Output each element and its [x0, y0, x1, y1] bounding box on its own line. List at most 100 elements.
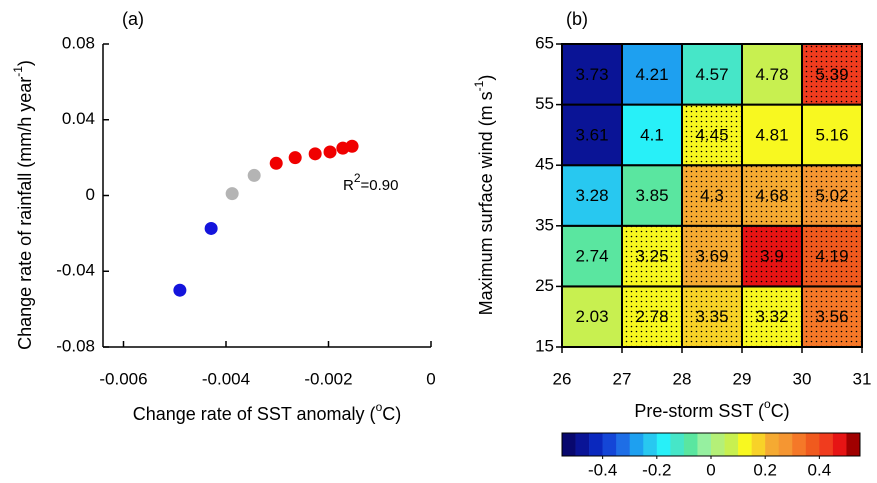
cell [742, 44, 802, 105]
colorbar-box [751, 433, 766, 456]
y-tick-label: 25 [535, 276, 554, 295]
stipple [802, 44, 862, 105]
panel-label: (b) [566, 9, 588, 29]
cell-label: 5.16 [815, 125, 848, 144]
point [288, 151, 302, 165]
stipple [682, 286, 742, 347]
cell-label: 4.3 [700, 186, 724, 205]
cell-label: 3.32 [755, 307, 788, 326]
cell [562, 286, 622, 347]
colorbar-box [832, 433, 847, 456]
stipple [742, 286, 802, 347]
cell-label: 3.69 [695, 247, 728, 266]
x-tick-label: 0 [426, 369, 435, 388]
colorbar-box [629, 433, 644, 456]
x-tick-label: 28 [673, 369, 692, 388]
y-axis-label-part: -1 [472, 80, 486, 91]
point [204, 221, 218, 235]
cell [562, 225, 622, 287]
colorbar-box [846, 433, 861, 456]
cell [622, 44, 682, 105]
colorbar-box [697, 433, 712, 456]
annotation-part: R [343, 177, 354, 194]
colorbar-tick-label: -0.4 [588, 460, 617, 479]
x-tick-label: -0.004 [202, 369, 250, 388]
cell-label: 4.57 [695, 65, 728, 84]
colorbar-box [602, 433, 617, 456]
cell-label: 5.39 [815, 65, 848, 84]
y-tick-label: 0 [86, 185, 95, 204]
cell-label: 4.81 [755, 125, 788, 144]
cell [802, 104, 862, 166]
cell-label: 4.21 [635, 65, 668, 84]
x-axis-label-part: o [764, 397, 771, 411]
cell-label: 4.45 [695, 125, 728, 144]
y-axis-label-part: Change rate of rainfall (mm/h year [15, 77, 35, 350]
colorbar-box [765, 433, 780, 456]
y-tick-label: 35 [535, 215, 554, 234]
stipple [802, 286, 862, 347]
colorbar-box [562, 433, 576, 456]
stipple [802, 165, 862, 226]
stipple [682, 225, 742, 287]
stipple [622, 286, 682, 347]
cell-label: 3.25 [635, 247, 668, 266]
cell [562, 104, 622, 166]
cell-label: 2.03 [575, 307, 608, 326]
x-tick-label: 26 [553, 369, 572, 388]
colorbar-box [589, 433, 603, 456]
colorbar-box [792, 433, 807, 456]
stipple [622, 225, 682, 287]
cell [682, 44, 742, 105]
stipple [682, 165, 742, 226]
cell-label: 3.56 [815, 307, 848, 326]
x-tick-label: 30 [793, 369, 812, 388]
y-tick-label: 0.04 [62, 109, 95, 128]
y-tick-label: 55 [535, 94, 554, 113]
point [308, 147, 322, 161]
x-axis-label-part: C) [382, 404, 401, 424]
colorbar-box [819, 433, 834, 456]
cell-label: 2.74 [575, 247, 608, 266]
x-axis-label: Pre-storm SST (oC) [634, 397, 789, 421]
point [173, 283, 187, 297]
cell-label: 3.61 [575, 125, 608, 144]
colorbar-box [778, 433, 793, 456]
stipple [742, 225, 802, 287]
cell-label: 5.02 [815, 186, 848, 205]
x-axis-label: Change rate of SST anomaly (oC) [133, 400, 402, 424]
x-tick-label: -0.006 [99, 369, 147, 388]
point [225, 187, 239, 201]
colorbar-box [683, 433, 698, 456]
plot-frame [561, 43, 863, 348]
y-tick-label: -0.04 [56, 261, 95, 280]
y-axis-label: Maximum surface wind (m s-1) [472, 75, 496, 316]
y-axis-label-part: Maximum surface wind (m s [476, 91, 496, 315]
stipple [682, 104, 742, 166]
x-axis-label-part: o [376, 400, 383, 414]
colorbar-box [616, 433, 631, 456]
annotation: R2=0.90 [343, 171, 399, 194]
y-tick-label: 0.08 [62, 33, 95, 52]
colorbar-box [575, 433, 590, 456]
stipple [802, 225, 862, 287]
point [269, 156, 283, 170]
point [323, 145, 337, 159]
cell [742, 104, 802, 166]
colorbar-box [805, 433, 820, 456]
colorbar-tick-label: 0.4 [808, 460, 832, 479]
y-axis-label: Change rate of rainfall (mm/h year-1) [11, 60, 35, 350]
y-tick-label: 45 [535, 155, 554, 174]
colorbar-box [738, 433, 752, 456]
cell [622, 165, 682, 226]
cell-label: 4.1 [640, 125, 664, 144]
y-axis-label-part: -1 [11, 66, 25, 77]
cell [562, 165, 622, 226]
colorbar-tick-label: 0 [706, 460, 715, 479]
cell [622, 104, 682, 166]
y-axis-label-part: ) [476, 75, 496, 81]
y-tick-label: 15 [535, 336, 554, 355]
x-axis-label-part: Pre-storm SST ( [634, 401, 764, 421]
cell-label: 3.9 [760, 247, 784, 266]
